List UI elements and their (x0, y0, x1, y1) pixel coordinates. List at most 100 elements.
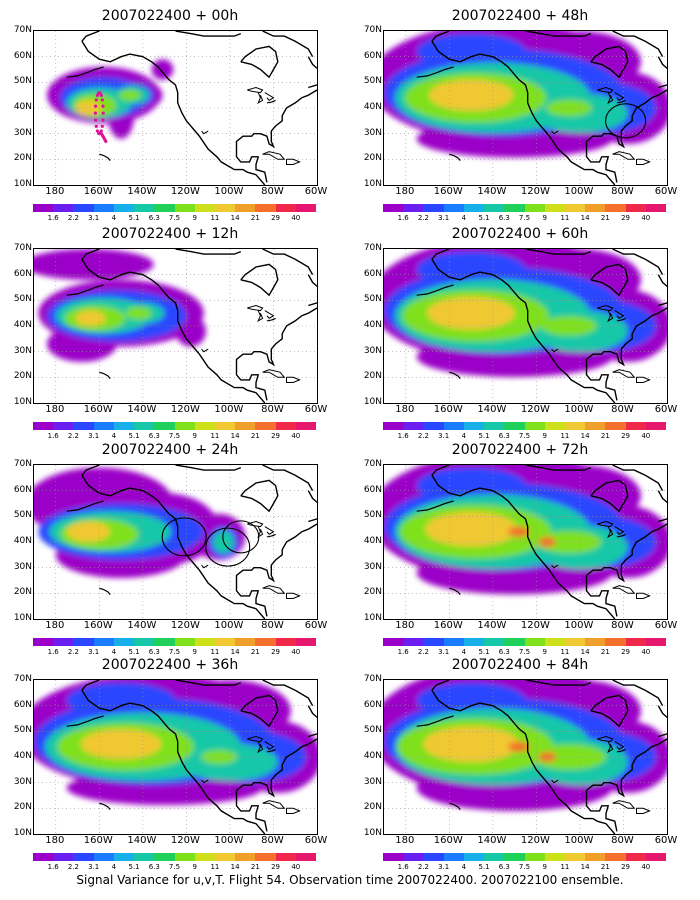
map-panel-84h: 2007022400 + 84h 70N 60N 50N 40N 30N 20N 10N 18… (350, 657, 690, 875)
colorbar-swatch (625, 204, 646, 212)
map-panel-36h: 2007022400 + 36h 70N 60N 50N 40N 30N 20N 10N 18… (0, 657, 340, 875)
colorbar-label: 11 (210, 214, 220, 222)
variance-contour (66, 521, 111, 542)
colorbar-swatch (423, 638, 444, 646)
lat-tick-label: 40N (13, 751, 32, 761)
lat-tick-label: 50N (363, 725, 382, 736)
lon-tick-label: 80W (261, 404, 284, 415)
colorbar-swatch (524, 204, 545, 212)
lon-tick-label: 160W (433, 835, 463, 846)
colorbar-label: 11 (210, 863, 220, 871)
colorbar-label: 2.2 (417, 648, 429, 656)
lat-tick-label: 50N (363, 76, 382, 87)
colorbar-swatch (423, 204, 444, 212)
lon-tick-label: 140W (477, 404, 507, 415)
colorbar-label: 7.5 (168, 432, 181, 440)
lon-tick-label: 180 (45, 835, 65, 846)
lat-tick-label: 70N (363, 243, 382, 253)
map-canvas (34, 249, 317, 403)
lon-tick-label: 80W (611, 404, 634, 415)
colorbar-label: 14 (230, 214, 240, 222)
lon-tick-label: 160W (83, 835, 113, 846)
colorbar-swatch (73, 204, 94, 212)
lat-tick-label: 30N (363, 127, 382, 138)
colorbar-label: 11 (210, 432, 220, 440)
colorbar-swatch (524, 422, 545, 430)
colorbar-label: 1.6 (397, 648, 409, 656)
variance-contour (532, 744, 607, 770)
colorbar-swatch (585, 422, 606, 430)
colorbar-swatch (275, 853, 296, 861)
colorbar-swatch (463, 638, 485, 646)
colorbar-swatch (524, 638, 545, 646)
colorbar-swatch (255, 422, 276, 430)
colorbar-label: 14 (580, 214, 590, 222)
colorbar-label: 40 (641, 214, 651, 222)
colorbar-swatch (154, 853, 175, 861)
lat-tick-label: 40N (13, 102, 32, 112)
colorbar-label: 14 (230, 648, 240, 656)
lat-tick-label: 60N (13, 50, 32, 61)
lon-tick-label: 120W (520, 186, 550, 197)
colorbar-label: 11 (210, 648, 220, 656)
colorbar-swatch (235, 853, 256, 861)
variance-contour (151, 59, 174, 80)
coastline (416, 249, 667, 403)
colorbar-swatch (275, 422, 296, 430)
variance-contour (538, 536, 556, 548)
lat-tick-label: 60N (363, 268, 382, 279)
colorbar-swatch (33, 638, 54, 646)
lat-tick-label: 40N (363, 536, 382, 546)
colorbar-label: 5.1 (478, 432, 490, 440)
colorbar-label: 4 (461, 863, 467, 871)
colorbar-swatch (605, 204, 626, 212)
map-canvas (34, 31, 317, 185)
lat-tick-label: 30N (13, 776, 32, 787)
lon-tick-label: 60W (304, 835, 328, 846)
variance-map (383, 464, 668, 620)
colorbar-swatch (134, 638, 155, 646)
flight-track (93, 91, 108, 143)
colorbar-label: 7.5 (168, 648, 181, 656)
colorbar-label: 29 (621, 648, 631, 656)
lat-tick-label: 30N (13, 345, 32, 356)
colorbar-label: 40 (291, 648, 301, 656)
lat-tick-label: 10N (363, 828, 382, 838)
lon-tick-label: 160W (433, 186, 463, 197)
panel-title: 2007022400 + 60h (451, 226, 589, 242)
variance-contour (428, 79, 514, 111)
colorbar-label: 6.3 (498, 432, 510, 440)
colorbar-label: 5.1 (128, 863, 140, 871)
lat-tick-label: 70N (363, 459, 382, 469)
colorbar-label: 21 (600, 214, 610, 222)
colorbar-swatch (33, 204, 54, 212)
colorbar-swatch (255, 204, 276, 212)
colorbar-label: 7.5 (168, 863, 181, 871)
colorbar-label: 14 (580, 863, 590, 871)
colorbar-label: 11 (560, 214, 570, 222)
lon-tick-label: 160W (433, 620, 463, 631)
colorbar-swatch (504, 422, 525, 430)
lat-tick-label: 40N (13, 536, 32, 546)
colorbar-label: 1.6 (47, 432, 59, 440)
lat-tick-label: 10N (13, 397, 32, 407)
colorbar-swatch (93, 638, 114, 646)
lon-tick-label: 120W (170, 186, 200, 197)
colorbar-swatch (93, 422, 114, 430)
lat-tick-label: 10N (13, 613, 32, 623)
panel-title: 2007022400 + 84h (451, 657, 589, 673)
lon-tick-label: 140W (477, 186, 507, 197)
panel-title: 2007022400 + 00h (101, 8, 239, 24)
colorbar-label: 6.3 (148, 863, 160, 871)
colorbar-label: 29 (271, 432, 281, 440)
colorbar-swatch (463, 853, 485, 861)
panel-title: 2007022400 + 48h (451, 8, 589, 24)
lon-tick-label: 80W (611, 186, 634, 197)
lon-tick-label: 80W (611, 620, 634, 631)
colorbar-swatch (383, 204, 404, 212)
map-grid (384, 465, 667, 619)
lon-tick-label: 100W (564, 186, 594, 197)
colorbar-swatch (403, 204, 424, 212)
map-panel-00h: 2007022400 + 00h 70N 60N 50N 40N 30N 20N 10N 18… (0, 8, 340, 226)
variance-contour (125, 306, 152, 320)
